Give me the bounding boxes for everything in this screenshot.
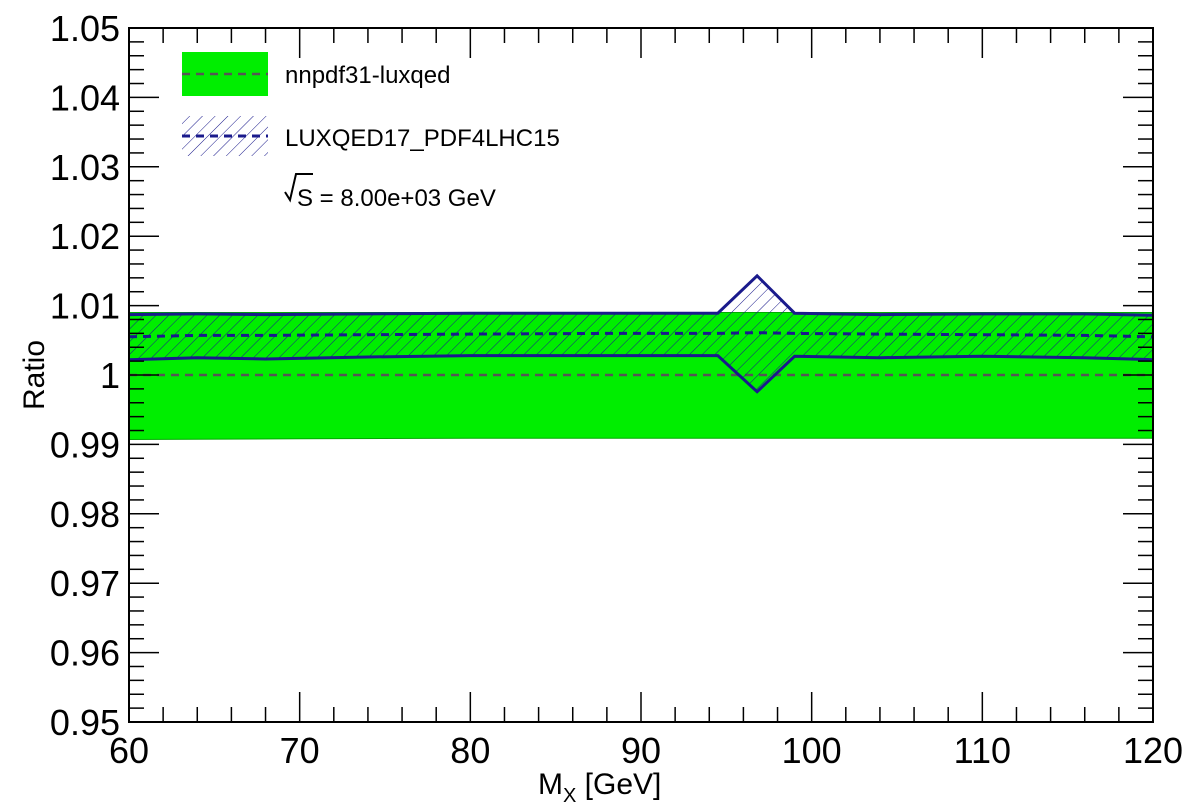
y-tick-label: 1 [100,355,120,396]
sqrt-symbol [284,173,313,203]
y-axis-title: Ratio [18,340,51,410]
x-tick-label: 70 [280,730,320,771]
legend-label-luxqed: LUXQED17_PDF4LHC15 [285,125,560,152]
y-tick-label: 0.96 [50,633,120,674]
x-tick-label: 90 [621,730,661,771]
energy-label-root: S [297,185,313,212]
x-tick-label: 100 [782,730,842,771]
y-tick-label: 0.97 [50,563,120,604]
x-tick-label: 110 [954,730,1011,771]
x-tick-label: 60 [109,730,149,771]
y-tick-label: 0.99 [50,424,120,465]
y-tick-label: 1.04 [50,77,120,118]
legend-label-nnpdf: nnpdf31-luxqed [285,62,450,89]
x-tick-label: 120 [1123,730,1183,771]
energy-label: S = 8.00e+03 GeV [297,185,496,212]
luxqed-upper-edge [128,273,1154,317]
y-tick-label: 0.95 [50,702,120,743]
y-tick-label: 1.03 [50,147,120,188]
x-axis-title-main: M [538,768,563,801]
y-tick-label: 1.01 [50,286,120,327]
luxqed-central-line [128,331,1154,339]
x-axis-title: MX [GeV] [538,768,661,806]
y-tick-label: 1.05 [50,8,120,49]
x-axis-title-sub: X [563,785,576,806]
luxqed-lower-edge [128,354,1154,394]
luxqed-hatched-band [129,275,1153,392]
x-tick-label: 80 [450,730,490,771]
energy-label-rest: = 8.00e+03 GeV [313,185,496,212]
y-tick-label: 1.02 [50,216,120,257]
y-tick-label: 0.98 [50,494,120,535]
x-axis-title-unit: [GeV] [576,768,661,801]
